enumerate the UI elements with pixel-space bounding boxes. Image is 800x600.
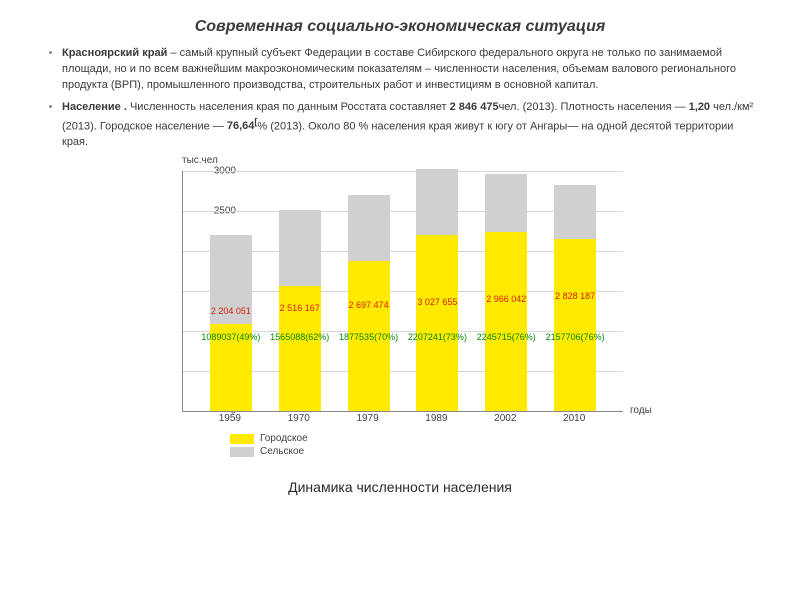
x-tick-label: 1989: [425, 413, 447, 424]
chart-legend: Городское Сельское: [230, 433, 308, 459]
x-tick-label: 2010: [563, 413, 585, 424]
bar-urban: [554, 239, 596, 412]
plot-area: 2 204 0511089037(49%)2 516 1671565088(62…: [182, 171, 623, 412]
bar-total-label: 2 828 187: [535, 292, 615, 302]
bar-rural: [485, 174, 527, 232]
bullet-item: Красноярский край – самый крупный субъек…: [62, 46, 760, 94]
population-chart: тыс.чел годы 050010001500200025003000 2 …: [120, 157, 680, 477]
bullet-list: Красноярский край – самый крупный субъек…: [40, 46, 760, 151]
bar-rural: [554, 185, 596, 239]
bar-group: [485, 174, 527, 411]
x-axis-label: годы: [630, 405, 652, 416]
legend-label: Сельское: [260, 446, 304, 457]
x-tick-label: 1970: [288, 413, 310, 424]
gridline: [183, 171, 623, 172]
legend-swatch-rural: [230, 447, 254, 457]
legend-label: Городское: [260, 433, 308, 444]
bar-group: [210, 235, 252, 411]
bar-urban: [485, 232, 527, 412]
x-tick-label: 1979: [356, 413, 378, 424]
x-tick-label: 1959: [219, 413, 241, 424]
bar-group: [416, 169, 458, 411]
y-axis-label: тыс.чел: [182, 155, 218, 166]
bar-rural: [279, 210, 321, 286]
bar-urban: [416, 235, 458, 412]
legend-swatch-urban: [230, 434, 254, 444]
bar-urban-label: 2157706(76%): [535, 333, 615, 343]
bullet-item: Население . Численность населения края п…: [62, 100, 760, 151]
legend-item: Городское: [230, 433, 308, 444]
bar-rural: [416, 169, 458, 235]
x-tick-label: 2002: [494, 413, 516, 424]
page-title: Современная социально-экономическая ситу…: [40, 18, 760, 36]
chart-caption: Динамика численности населения: [40, 479, 760, 495]
bar-rural: [348, 195, 390, 261]
legend-item: Сельское: [230, 446, 308, 457]
